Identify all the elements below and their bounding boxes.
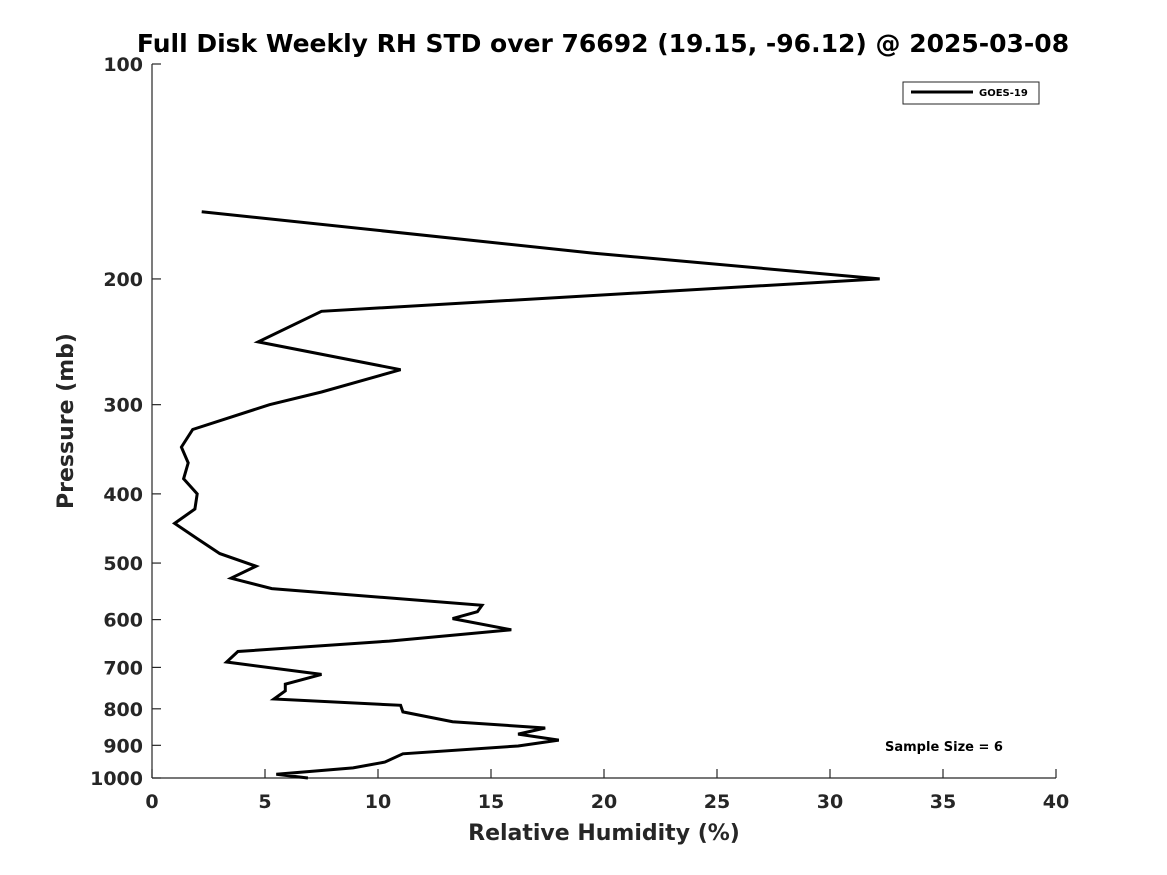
y-tick-label: 300: [103, 395, 143, 417]
y-tick-label: 100: [103, 54, 143, 76]
series-layer: [171, 210, 880, 780]
y-tick-label: 500: [103, 553, 143, 575]
x-tick-label: 25: [704, 791, 730, 813]
x-tick-label: 10: [365, 791, 391, 813]
x-tick-label: 40: [1043, 791, 1069, 813]
x-tick-label: 30: [817, 791, 843, 813]
x-tick-label: 15: [478, 791, 504, 813]
legend[interactable]: GOES-19: [902, 81, 1040, 105]
chart-title: Full Disk Weekly RH STD over 76692 (19.1…: [137, 29, 1069, 58]
y-tick-label: 900: [103, 735, 143, 757]
x-tick-label: 20: [591, 791, 617, 813]
x-axis-label: Relative Humidity (%): [468, 821, 740, 846]
y-tick-label: 700: [103, 657, 143, 679]
y-tick-label: 600: [103, 610, 143, 632]
y-tick-label: 400: [103, 484, 143, 506]
sample-size-annotation: Sample Size = 6: [885, 740, 1003, 755]
y-axis-label: Pressure (mb): [54, 333, 79, 509]
y-tick-label: 800: [103, 699, 143, 721]
x-axis-ticks: 0 5 10 15 20 25 30 35 40: [145, 769, 1069, 813]
x-tick-label: 0: [145, 791, 158, 813]
x-tick-label: 35: [930, 791, 956, 813]
series-line-goes-19: [171, 210, 880, 780]
legend-label-goes-19: GOES-19: [979, 88, 1028, 99]
y-axis-ticks: 100 200 300 400 500 600 700 800 900 1000: [90, 54, 161, 790]
x-tick-label: 5: [258, 791, 271, 813]
y-tick-label: 200: [103, 269, 143, 291]
y-tick-label: 1000: [90, 768, 143, 790]
